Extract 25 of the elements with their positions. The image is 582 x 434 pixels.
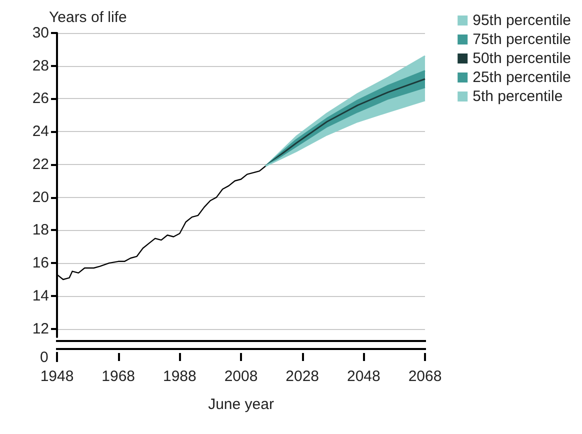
x-tick-label: 1988: [162, 368, 196, 385]
x-tick-label: 2028: [286, 368, 320, 385]
y-tick-label: 20: [32, 188, 49, 206]
text: 0: [40, 349, 48, 366]
x-tick-label: 2068: [408, 368, 442, 385]
x-tick-label: 1968: [102, 368, 136, 385]
y-tick-label: 12: [32, 320, 49, 338]
y-tick-label: 14: [32, 287, 49, 304]
y-tick-label: 18: [32, 222, 49, 239]
y-tick-label: 22: [32, 156, 49, 173]
y-tick-label: 30: [32, 24, 49, 42]
legend-label: 5th percentile: [472, 88, 563, 105]
legend-label: 95th percentile: [472, 12, 572, 29]
legend-label: 50th percentile: [472, 50, 572, 67]
y-tick-label: 16: [32, 254, 49, 272]
legend-label: 25th percentile: [472, 69, 572, 86]
x-axis-title: June year: [208, 396, 274, 413]
x-tick-label: 1948: [40, 368, 74, 385]
y-tick-label: 24: [32, 123, 49, 140]
legend-label: 75th percentile: [472, 31, 572, 48]
y-tick-label: 26: [32, 90, 49, 108]
y-tick-label: 28: [32, 57, 49, 74]
x-tick-label: 2008: [224, 368, 258, 385]
x-tick-label: 2048: [346, 368, 380, 385]
y-axis-title: Years of life: [49, 9, 127, 26]
